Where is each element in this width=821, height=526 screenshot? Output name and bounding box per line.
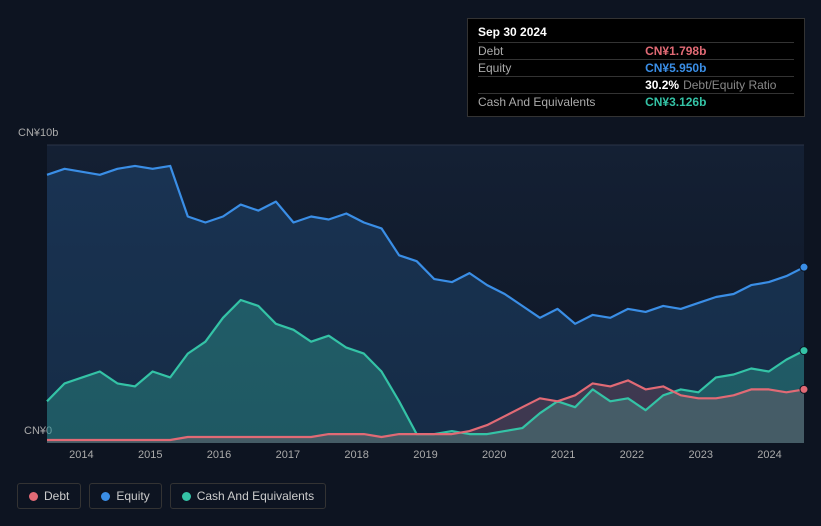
series-end-marker-equity [800, 263, 808, 271]
tooltip-row-label: Debt [478, 43, 645, 60]
chart-plot-area [47, 145, 804, 443]
chart-legend: Debt Equity Cash And Equivalents [17, 483, 326, 509]
legend-item-debt[interactable]: Debt [17, 483, 81, 509]
x-axis-tick: 2015 [116, 449, 185, 461]
x-axis-tick: 2020 [460, 449, 529, 461]
chart-svg [47, 145, 804, 443]
x-axis-tick: 2017 [253, 449, 322, 461]
tooltip-row-label [478, 77, 645, 94]
legend-dot-icon [101, 492, 110, 501]
tooltip-row-value: CN¥5.950b [645, 60, 794, 77]
x-axis-tick: 2014 [47, 449, 116, 461]
x-axis-tick: 2021 [529, 449, 598, 461]
x-axis-tick: 2016 [185, 449, 254, 461]
legend-item-equity[interactable]: Equity [89, 483, 161, 509]
tooltip-row-label: Equity [478, 60, 645, 77]
legend-label: Debt [44, 489, 69, 503]
series-end-marker-debt [800, 385, 808, 393]
series-end-marker-cash-and-equivalents [800, 347, 808, 355]
legend-dot-icon [182, 492, 191, 501]
legend-label: Cash And Equivalents [197, 489, 314, 503]
x-axis-tick: 2023 [666, 449, 735, 461]
legend-item-cash-and-equivalents[interactable]: Cash And Equivalents [170, 483, 326, 509]
tooltip-row-value: 30.2%Debt/Equity Ratio [645, 77, 794, 94]
tooltip-table: DebtCN¥1.798bEquityCN¥5.950b30.2%Debt/Eq… [478, 42, 794, 110]
tooltip-row-label: Cash And Equivalents [478, 94, 645, 111]
chart-tooltip: Sep 30 2024 DebtCN¥1.798bEquityCN¥5.950b… [467, 18, 805, 117]
x-axis-tick: 2018 [322, 449, 391, 461]
legend-dot-icon [29, 492, 38, 501]
tooltip-date: Sep 30 2024 [478, 25, 794, 39]
y-axis-label-top: CN¥10b [18, 127, 58, 139]
tooltip-row-value: CN¥1.798b [645, 43, 794, 60]
x-axis-tick: 2019 [391, 449, 460, 461]
legend-label: Equity [116, 489, 149, 503]
x-axis-tick: 2024 [735, 449, 804, 461]
x-axis-labels: 2014201520162017201820192020202120222023… [47, 449, 804, 461]
tooltip-row-value: CN¥3.126b [645, 94, 794, 111]
x-axis-tick: 2022 [598, 449, 667, 461]
